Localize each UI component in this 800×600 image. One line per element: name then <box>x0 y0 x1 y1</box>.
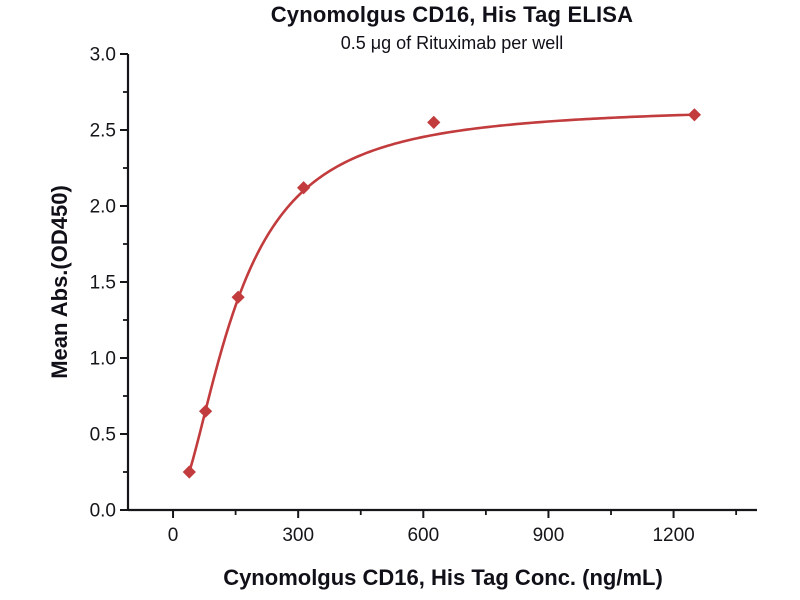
data-point <box>687 108 702 122</box>
data-point <box>198 404 213 418</box>
x-tick-label: 0 <box>168 525 179 546</box>
x-tick-label: 300 <box>282 525 314 546</box>
y-tick-label: 0.0 <box>90 501 116 522</box>
x-tick-label: 600 <box>407 525 439 546</box>
x-tick-label: 1200 <box>652 525 694 546</box>
data-point <box>182 465 196 479</box>
x-axis-label: Cynomolgus CD16, His Tag Conc. (ng/mL) <box>223 565 663 590</box>
y-tick-label: 1.5 <box>90 273 116 294</box>
x-tick-label: 900 <box>533 525 565 546</box>
y-tick-label: 3.0 <box>90 45 116 66</box>
chart-title: Cynomolgus CD16, His Tag ELISA <box>270 2 634 27</box>
y-tick-label: 1.0 <box>90 349 116 370</box>
data-point <box>231 290 245 304</box>
chart-subtitle: 0.5 μg of Rituximab per well <box>340 33 564 53</box>
y-tick-label: 2.5 <box>90 121 116 142</box>
data-point <box>427 115 441 129</box>
y-tick-label: 2.0 <box>90 197 116 218</box>
fit-curve <box>188 113 696 474</box>
y-tick-label: 0.5 <box>90 425 116 446</box>
data-point <box>297 181 311 195</box>
